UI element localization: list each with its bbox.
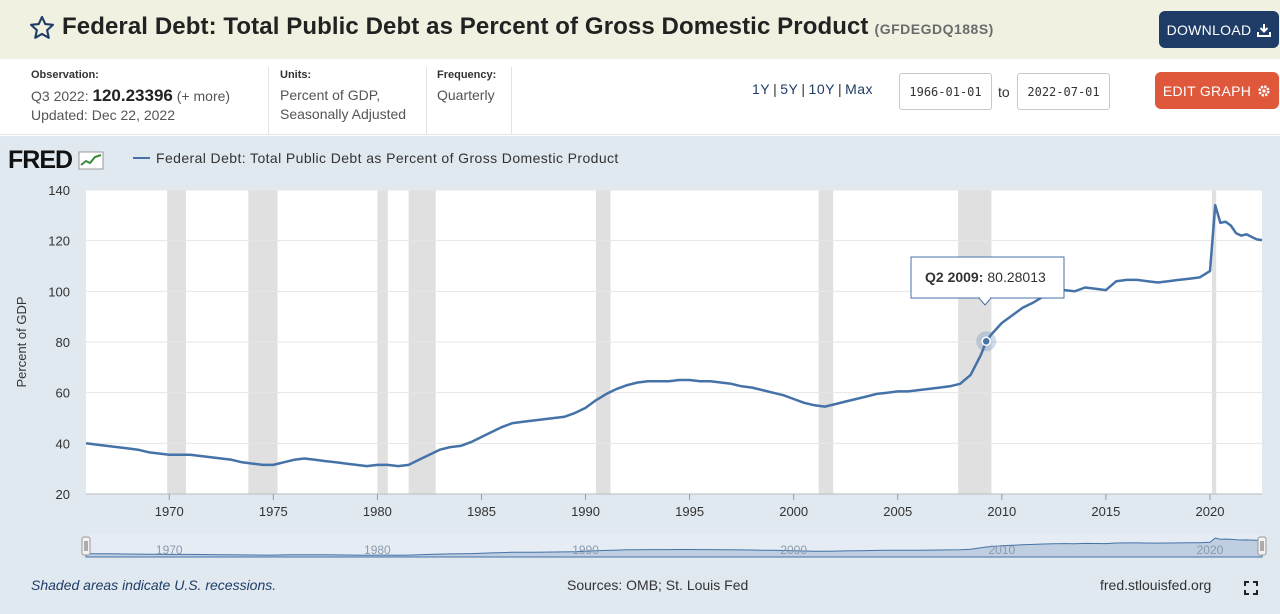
download-button[interactable]: DOWNLOAD xyxy=(1159,11,1279,48)
units-line2: Seasonally Adjusted xyxy=(280,106,407,122)
tooltip-value: 80.28013 xyxy=(987,269,1046,285)
observation-more-link[interactable]: (+ more) xyxy=(176,88,231,104)
x-tick-label: 1985 xyxy=(467,504,496,519)
download-label: DOWNLOAD xyxy=(1166,21,1252,38)
x-tick-label: 2000 xyxy=(779,504,808,519)
tooltip-box xyxy=(910,256,1065,299)
navigator-left-handle[interactable] xyxy=(81,536,91,556)
navigator-tick-label: 1990 xyxy=(572,543,599,557)
download-icon xyxy=(1257,23,1272,37)
recession-note: Shaded areas indicate U.S. recessions. xyxy=(31,577,277,593)
legend-line-swatch xyxy=(133,157,150,159)
site-link[interactable]: fred.stlouisfed.org xyxy=(1100,577,1212,593)
units-label: Units: xyxy=(280,69,312,81)
units-line1: Percent of GDP, xyxy=(280,87,381,103)
y-tick-label: 40 xyxy=(56,436,70,451)
start-date-input[interactable]: 1966-01-01 xyxy=(899,73,992,110)
tooltip-pointer-mask xyxy=(980,296,990,299)
x-tick-label: 2005 xyxy=(883,504,912,519)
units-block: Units: Percent of GDP, Seasonally Adjust… xyxy=(280,69,406,124)
to-label: to xyxy=(998,84,1010,100)
gear-icon xyxy=(1258,84,1270,97)
frequency-block: Frequency: Quarterly xyxy=(437,69,496,105)
end-date-input[interactable]: 2022-07-01 xyxy=(1017,73,1110,110)
navigator-tick-label: 1980 xyxy=(364,543,391,557)
navigator-right-handle[interactable] xyxy=(1257,536,1267,556)
x-tick-label: 2010 xyxy=(987,504,1016,519)
y-tick-label: 120 xyxy=(48,234,70,249)
y-tick-label: 100 xyxy=(48,284,70,299)
series-metadata: Observation: Q3 2022: 120.23396 (+ more)… xyxy=(0,59,1280,135)
navigator-tick-label: 2000 xyxy=(780,543,807,557)
fred-logo: FRED xyxy=(8,146,104,175)
navigator-tick-label: 2020 xyxy=(1197,543,1224,557)
title-bar: Federal Debt: Total Public Debt as Perce… xyxy=(0,0,1280,59)
page-title: Federal Debt: Total Public Debt as Perce… xyxy=(62,13,994,41)
tooltip-text: Q2 2009: 80.28013 xyxy=(925,269,1046,285)
observation-label: Observation: xyxy=(31,69,99,81)
x-tick-label: 1970 xyxy=(155,504,184,519)
series-id: (GFDEGDQ188S) xyxy=(874,21,994,37)
range-max[interactable]: Max xyxy=(845,81,874,97)
edit-graph-button[interactable]: EDIT GRAPH xyxy=(1155,72,1279,109)
observation-line: Q3 2022: 120.23396 (+ more) xyxy=(31,86,230,106)
legend-series-name: Federal Debt: Total Public Debt as Perce… xyxy=(156,150,619,166)
frequency-value: Quarterly xyxy=(437,87,495,103)
series-title: Federal Debt: Total Public Debt as Perce… xyxy=(62,13,869,40)
x-tick-label: 1990 xyxy=(571,504,600,519)
sources-text: Sources: OMB; St. Louis Fed xyxy=(567,577,749,593)
fred-logo-graph-icon xyxy=(78,151,104,170)
edit-graph-label: EDIT GRAPH xyxy=(1162,82,1252,99)
x-tick-label: 2015 xyxy=(1091,504,1120,519)
observation-period: Q3 2022: xyxy=(31,88,89,104)
observation-block: Observation: Q3 2022: 120.23396 (+ more)… xyxy=(31,69,230,125)
updated-date: Updated: Dec 22, 2022 xyxy=(31,107,175,123)
fred-logo-text: FRED xyxy=(8,146,73,174)
range-5y[interactable]: 5Y xyxy=(780,81,799,97)
range-10y[interactable]: 10Y xyxy=(808,81,835,97)
range-navigator[interactable]: 1970 1980 1990 2000 2010 2020 xyxy=(81,534,1267,558)
frequency-label: Frequency: xyxy=(437,69,497,81)
x-tick-label: 1975 xyxy=(259,504,288,519)
range-1y[interactable]: 1Y xyxy=(752,81,771,97)
y-tick-label: 140 xyxy=(48,183,70,198)
y-axis-label: Percent of GDP xyxy=(14,296,29,387)
x-tick-label: 1995 xyxy=(675,504,704,519)
series-line[interactable] xyxy=(85,203,1263,468)
star-outline-icon[interactable] xyxy=(28,14,56,42)
range-selector: 1Y | 5Y | 10Y | Max xyxy=(752,81,874,97)
navigator-series xyxy=(85,537,1263,558)
y-tick-label: 60 xyxy=(56,386,70,401)
y-tick-label: 80 xyxy=(56,335,70,350)
divider xyxy=(268,67,269,135)
x-tick-label: 2020 xyxy=(1196,504,1225,519)
highlight-point[interactable] xyxy=(981,336,991,347)
tooltip-period: Q2 2009: xyxy=(925,269,983,285)
fullscreen-icon[interactable] xyxy=(1244,581,1258,595)
y-tick-label: 20 xyxy=(56,487,70,502)
divider xyxy=(426,67,427,135)
observation-value: 120.23396 xyxy=(92,86,173,105)
divider xyxy=(511,67,512,135)
tooltip: Q2 2009: 80.28013 xyxy=(910,256,1065,306)
navigator-tick-label: 1970 xyxy=(156,543,183,557)
navigator-tick-label: 2010 xyxy=(988,543,1015,557)
x-tick-label: 1980 xyxy=(363,504,392,519)
